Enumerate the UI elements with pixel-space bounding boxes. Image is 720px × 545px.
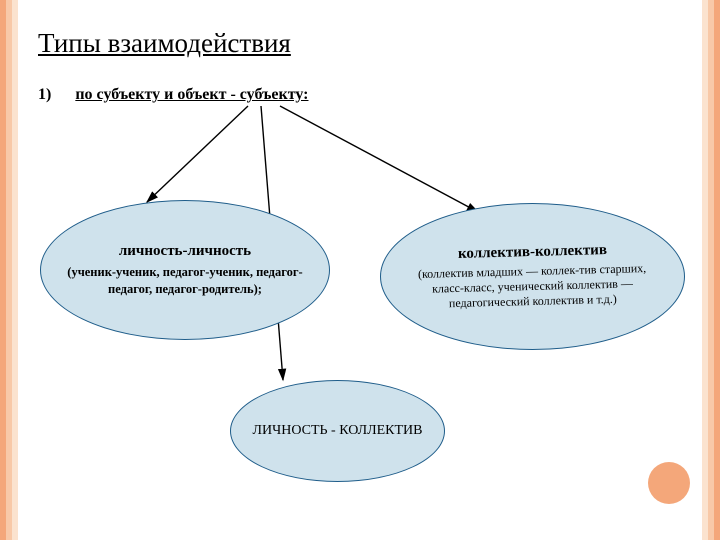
ellipse-personality-collective: ЛИЧНОСТЬ - КОЛЛЕКТИВ — [230, 380, 445, 482]
left-border — [0, 0, 18, 540]
ellipse-personality: личность-личность (ученик-ученик, педаго… — [40, 200, 330, 340]
ellipse-body: (ученик-ученик, педагог-ученик, педагог-… — [41, 264, 329, 297]
stripe — [12, 0, 18, 540]
stripe — [714, 0, 720, 540]
ellipse-title: ЛИЧНОСТЬ - КОЛЛЕКТИВ — [253, 422, 423, 440]
ellipse-title: личность-личность — [119, 243, 251, 260]
right-border — [702, 0, 720, 540]
arrow-line — [280, 106, 478, 212]
ellipse-collective: коллектив-коллектив (коллектив младших —… — [380, 203, 685, 350]
subtitle-text: по субъекту и объект - субъекту: — [75, 86, 308, 103]
subtitle-number: 1) — [38, 86, 51, 104]
subtitle: 1) по субъекту и объект - субъекту: — [38, 86, 308, 104]
arrow-line — [147, 106, 248, 202]
ellipse-body: (коллектив младших — коллек-тив старших,… — [380, 260, 684, 313]
page-title: Типы взаимодействия — [38, 28, 291, 59]
ellipse-title: коллектив-коллектив — [458, 242, 607, 263]
corner-dot-icon — [648, 462, 690, 504]
